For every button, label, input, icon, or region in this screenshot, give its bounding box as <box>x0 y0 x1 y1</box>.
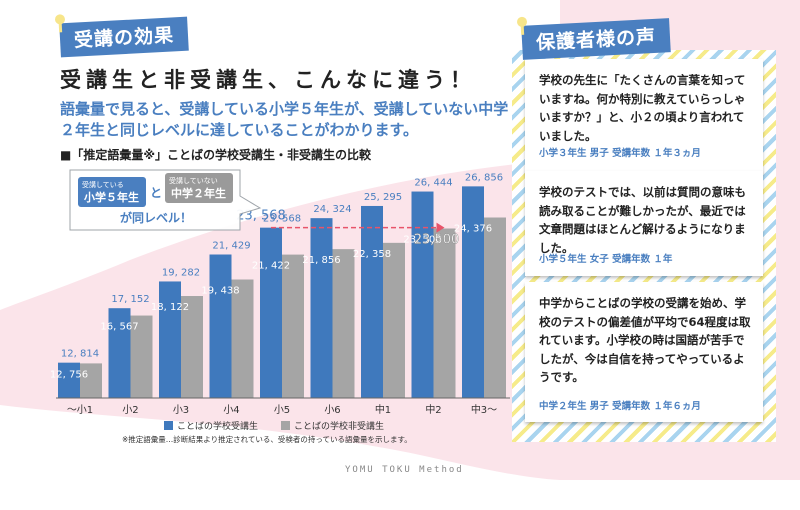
headline: 受講生と非受講生、こんなに違う！ <box>60 68 476 92</box>
callout-same-level: が同レベル！ <box>120 210 192 225</box>
x-tick-label: 中1 <box>375 403 391 416</box>
testimonial-card: 学校のテストでは、以前は質問の意味も読み取ることが難しかったが、最近では文章問題… <box>525 171 763 276</box>
testimonial-text: 中学からことばの学校の受講を始め、学校のテストの偏差値が平均で64程度は取れてい… <box>539 296 751 384</box>
testimonial-text: 学校のテストでは、以前は質問の意味も読み取ることが難しかったが、最近では文章問題… <box>539 185 746 255</box>
bar-student <box>209 254 232 398</box>
value-label-nonstudent: 24, 376 <box>454 224 492 235</box>
x-tick-label: 〜小1 <box>67 404 93 416</box>
legend-label-nonstudent: ことばの学校非受講生 <box>294 420 384 432</box>
callout-bubble: 受講している 小学５年生 と 受講していない 中学２年生 が同レベル！ <box>69 169 262 231</box>
bar-student <box>159 281 181 398</box>
legend-swatch-student <box>164 421 173 430</box>
chart-bars <box>58 186 506 398</box>
callout-tag-nonstudent-big: 中学２年生 <box>171 186 226 200</box>
value-label-student: 26, 444 <box>414 178 452 189</box>
value-label-student: 12, 814 <box>61 349 99 360</box>
x-tick-label: 小3 <box>173 404 189 416</box>
testimonial-meta: 小学５年生 女子 受講年数 １年 <box>539 254 673 265</box>
bar-nonstudent <box>80 363 102 398</box>
value-label-student: 24, 324 <box>313 204 351 215</box>
value-label-nonstudent: 12, 756 <box>50 369 88 380</box>
callout-tag-nonstudent-small: 受講していない <box>169 176 218 185</box>
x-tick-label: 中2 <box>425 403 441 416</box>
testimonial-text: 学校の先生に「たくさんの言葉を知っていますね。何か特別に教えていらっしゃいますか… <box>539 73 746 143</box>
x-tick-label: 小4 <box>223 404 239 416</box>
value-label-student: 25, 295 <box>364 192 402 203</box>
bar-nonstudent <box>433 228 456 398</box>
value-label-student: 17, 152 <box>111 294 149 305</box>
callout-tag-student <box>78 177 146 207</box>
highlight-label-student: 23, 568 <box>236 209 286 224</box>
bar-nonstudent <box>484 217 506 398</box>
value-label-student: 21, 429 <box>212 241 250 252</box>
testimonial-meta: 中学２年生 男子 受講年数 １年６ヵ月 <box>539 401 701 412</box>
x-tick-label: 小5 <box>274 404 290 416</box>
pin-icon <box>54 14 65 33</box>
bar-student <box>108 308 131 398</box>
bar-student <box>310 218 333 398</box>
chart-value-labels: 12, 814 12, 756 17, 152 16, 567 19, 282 18, 1… <box>50 172 503 380</box>
section-tag-voice-label: 保護者様の声 <box>535 25 657 55</box>
value-label-student: 26, 856 <box>465 172 503 183</box>
value-label-nonstudent: 19, 438 <box>201 286 239 297</box>
value-label-nonstudent: 21, 856 <box>302 255 340 266</box>
callout-and: と <box>150 186 162 200</box>
chart-footnote: ※推定語彙量…診断結果より推定されている、受検者の持っている語彙量を示します。 <box>122 434 412 444</box>
legend-swatch-nonstudent <box>281 421 290 430</box>
testimonial-panel: 学校の先生に「たくさんの言葉を知っていますね。何か特別に教えていらっしゃいますか… <box>512 50 776 442</box>
bar-student <box>462 186 484 398</box>
chart-highlight: 23, 568 23,500 <box>236 209 459 248</box>
x-tick-label: 中3〜 <box>471 403 497 416</box>
footer-brand: YOMU TOKU Method <box>345 465 464 475</box>
bar-nonstudent <box>383 242 405 398</box>
bar-nonstudent <box>231 279 254 398</box>
value-label-nonstudent: 22, 358 <box>353 249 391 260</box>
vocabulary-bar-chart: 12, 814 12, 756 17, 152 16, 567 19, 282 18, 1… <box>50 169 510 444</box>
legend-label-student: ことばの学校受講生 <box>177 420 258 432</box>
bar-nonstudent <box>332 249 355 398</box>
testimonial-card: 中学からことばの学校の受講を始め、学校のテストの偏差値が平均で64程度は取れてい… <box>525 282 763 422</box>
value-label-student: 19, 282 <box>162 267 200 278</box>
callout-tag-student-big: 小学５年生 <box>83 190 139 204</box>
callout-tag-nonstudent <box>165 173 233 203</box>
highlight-arrow-head <box>436 222 445 233</box>
value-label-nonstudent: 16, 567 <box>100 322 138 333</box>
pin-icon <box>517 16 528 35</box>
bar-student <box>361 205 383 398</box>
chart-x-ticks: 〜小1 小2 小3 小4 小5 小6 中1 中2 中3〜 <box>56 397 510 416</box>
testimonial-meta: 小学３年生 男子 受講年数 １年３ヵ月 <box>539 148 701 159</box>
highlight-label-nonstudent: 23,500 <box>414 233 460 248</box>
value-label-student: 23, 568 <box>263 214 301 225</box>
bar-student <box>411 191 434 398</box>
bar-nonstudent <box>130 315 153 398</box>
bar-nonstudent <box>181 296 203 398</box>
value-label-nonstudent: 23, 500 <box>403 235 441 246</box>
chart-title: ■「推定語彙量※」ことばの学校受講生・非受講生の比較 <box>60 148 372 162</box>
value-label-nonstudent: 21, 422 <box>252 261 290 272</box>
x-tick-label: 小6 <box>324 404 340 416</box>
section-tag-effect: 受講の効果 <box>54 14 189 58</box>
bar-student <box>260 227 282 398</box>
section-tag-voice: 保護者様の声 <box>517 16 671 60</box>
bar-nonstudent <box>282 254 304 398</box>
chart-legend: ことばの学校受講生 ことばの学校非受講生 <box>164 420 384 432</box>
bar-student <box>58 362 80 398</box>
value-label-nonstudent: 18, 122 <box>151 302 189 313</box>
callout-tag-student-small: 受講している <box>82 180 124 189</box>
testimonial-card: 学校の先生に「たくさんの言葉を知っていますね。何か特別に教えていらっしゃいますか… <box>525 59 763 173</box>
subhead: 語彙量で見ると、受講している小学５年生が、受講していない中学２年生と同じレベルに… <box>60 100 509 139</box>
x-tick-label: 小2 <box>122 404 138 416</box>
